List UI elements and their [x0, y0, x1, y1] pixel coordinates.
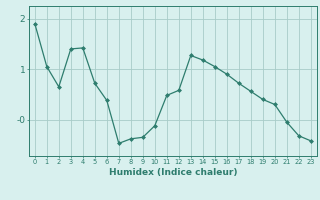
- X-axis label: Humidex (Indice chaleur): Humidex (Indice chaleur): [108, 168, 237, 177]
